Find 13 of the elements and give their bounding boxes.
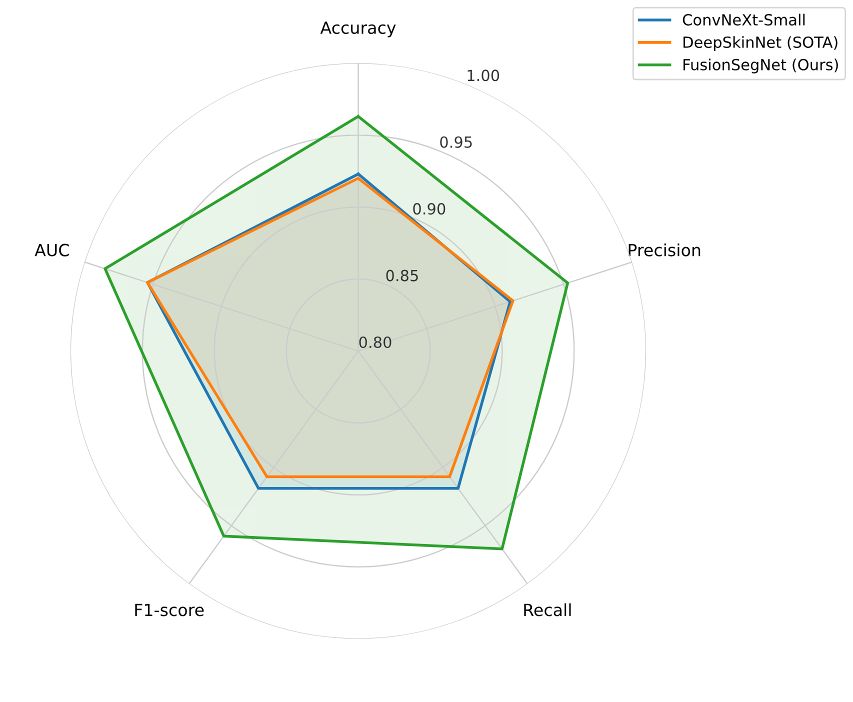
y-tick-label: 1.00 [468,70,500,82]
spoke-label: Recall [524,603,571,616]
spoke-label: Accuracy [320,22,396,38]
y-tick-label: 0.80 [359,336,392,348]
spoke-label: F1-score [135,604,204,616]
y-tick-label: 0.90 [413,203,446,215]
y-tick-label: 0.95 [440,136,472,148]
spoke-label: Precision [628,243,700,256]
y-tick-label: 0.85 [386,270,418,282]
legend-label: DeepSkinNet (SOTA) [684,36,838,51]
legend-label: FusionSegNet (Ours) [684,58,838,74]
spoke-label: AUC [34,244,69,256]
legend-label: ConvNeXt-Small [682,14,805,26]
